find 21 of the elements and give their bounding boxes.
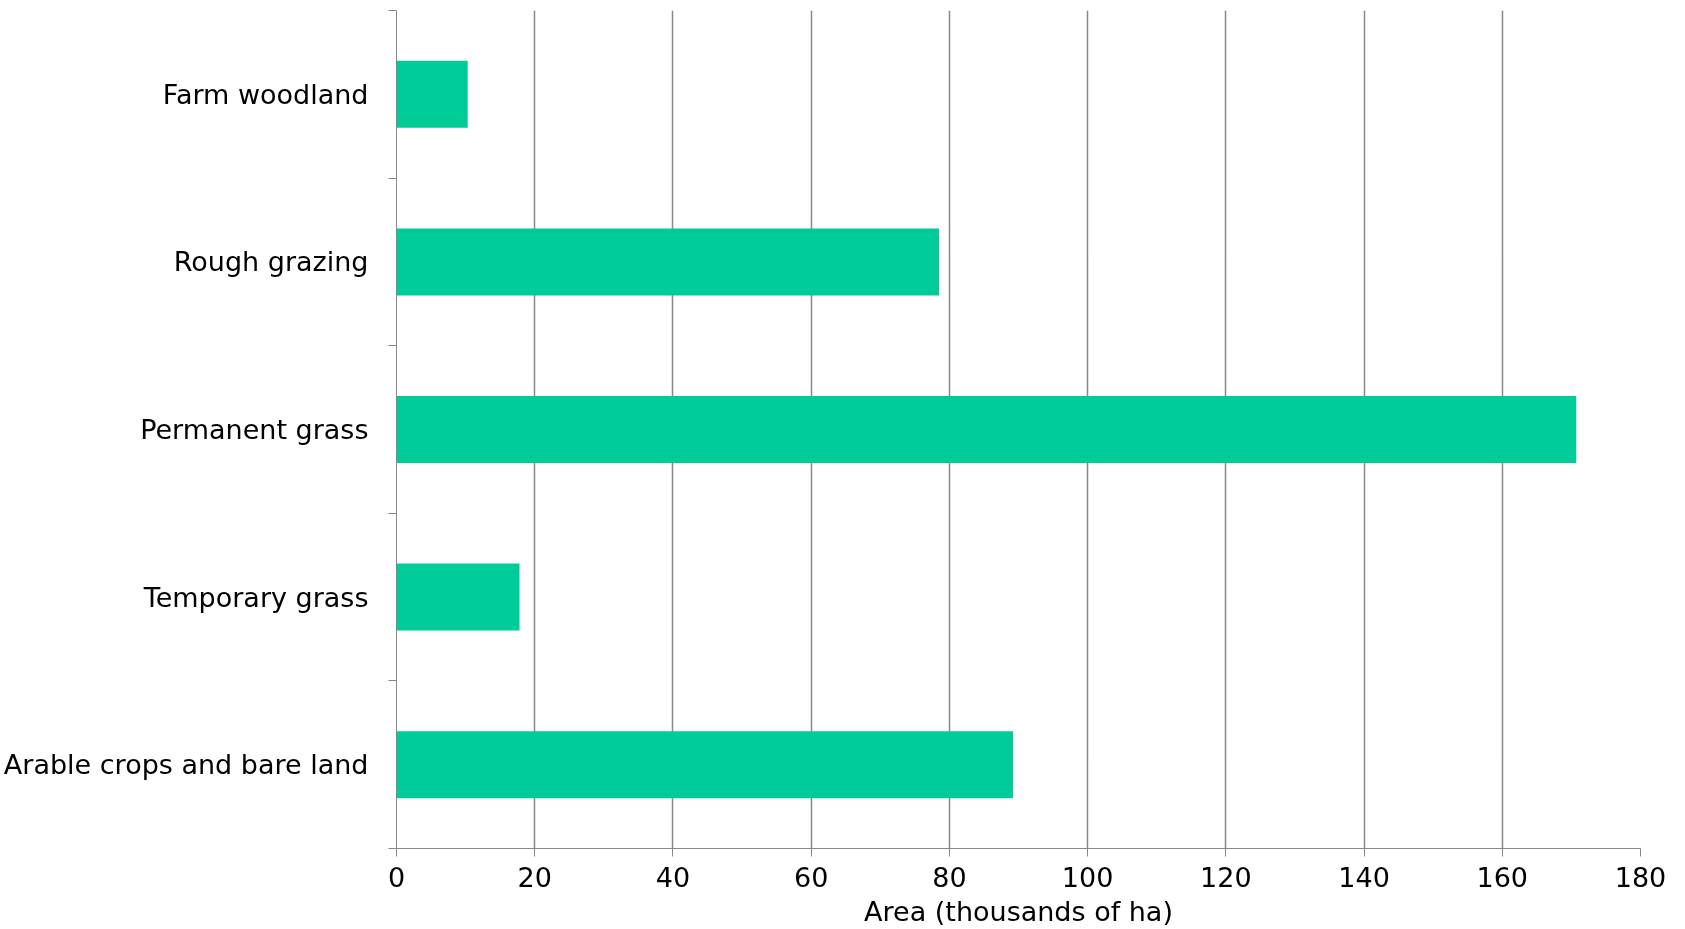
bar [396,731,1013,799]
y-tick-label: Permanent grass [140,414,369,445]
x-tick-label: 20 [517,861,552,893]
x-tick-label: 40 [655,861,691,893]
y-tick-label: Rough grazing [173,246,369,278]
y-tick-label: Farm woodland [162,78,369,110]
x-tick-label: 180 [1614,861,1667,893]
bar [396,395,1577,464]
bar [396,228,940,296]
x-tick-label: 100 [1061,861,1114,893]
x-tick-label: 0 [387,861,406,893]
x-tick-label: 140 [1338,861,1390,893]
bar [396,60,468,128]
y-tick-label: Temporary grass [142,581,369,613]
x-tick-label: 120 [1200,861,1252,893]
x-axis-title: Area (thousands of ha) [864,895,1173,927]
x-tick-label: 160 [1476,861,1529,893]
y-tick-label: Arable crops and bare land [3,749,369,781]
bar [396,563,520,631]
x-tick-label: 80 [932,861,967,893]
x-tick-label: 60 [793,861,829,893]
